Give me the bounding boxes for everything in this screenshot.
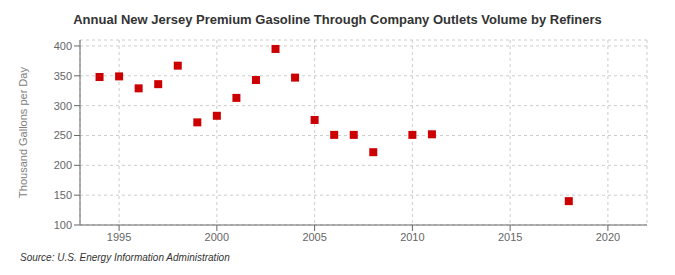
svg-text:200: 200 [54,159,72,171]
svg-text:1995: 1995 [107,231,131,243]
svg-text:100: 100 [54,219,72,231]
svg-text:350: 350 [54,70,72,82]
svg-text:Thousand Gallons per Day: Thousand Gallons per Day [17,67,29,198]
svg-text:2000: 2000 [205,231,229,243]
svg-text:250: 250 [54,129,72,141]
svg-text:300: 300 [54,100,72,112]
svg-text:2005: 2005 [302,231,326,243]
svg-text:400: 400 [54,40,72,52]
html-text:Annual New Jersey Premium Gaso: Annual New Jersey Premium Gasoline Throu… [73,12,602,27]
svg-text:150: 150 [54,189,72,201]
svg-text:2010: 2010 [400,231,424,243]
html-text:Source: U.S. Energy Informatio: Source: U.S. Energy Information Administ… [20,252,230,263]
svg-text:2020: 2020 [596,231,620,243]
svg-text:2015: 2015 [498,231,522,243]
